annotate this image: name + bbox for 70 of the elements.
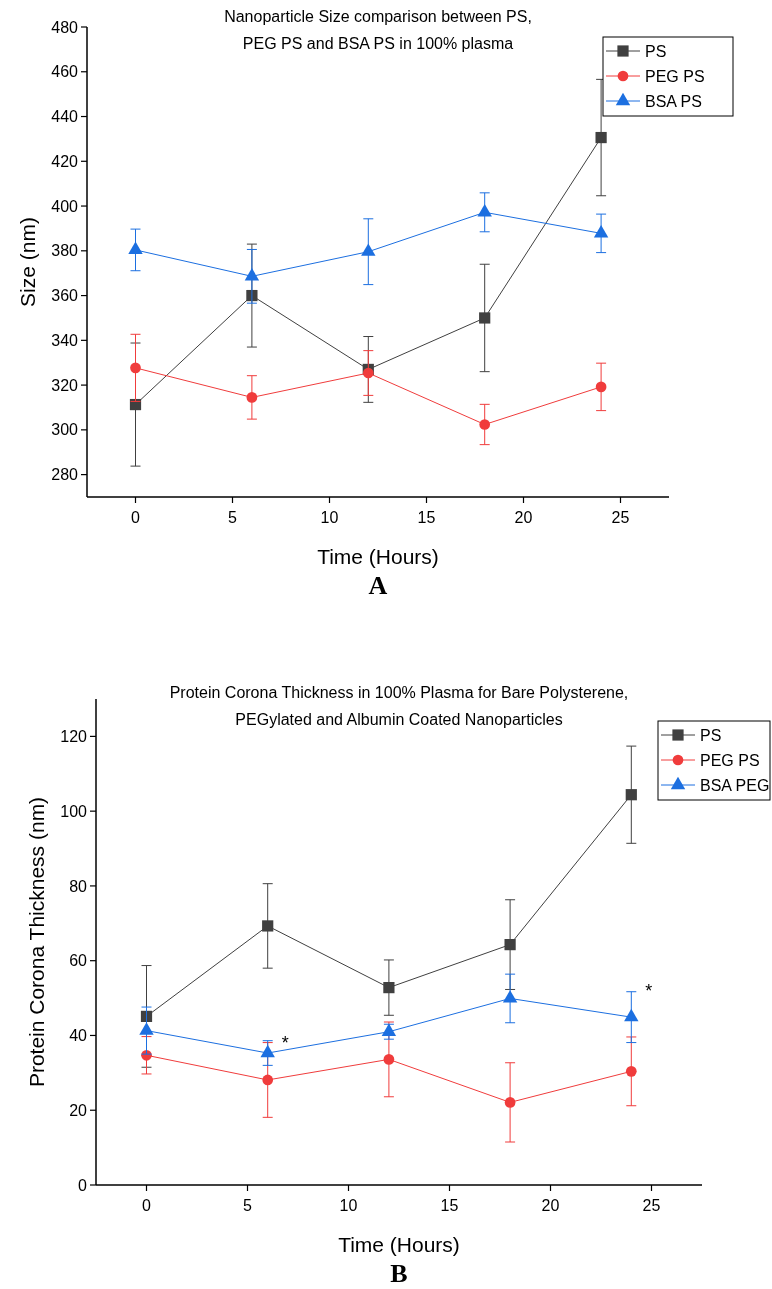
- y-tick-label: 480: [51, 18, 79, 36]
- y-tick-label: 120: [60, 727, 88, 745]
- x-tick-label: 0: [131, 509, 141, 526]
- y-tick-label: 100: [60, 802, 88, 820]
- point: [502, 990, 518, 1003]
- y-tick-label: 400: [51, 197, 79, 215]
- x-tick-label: 10: [320, 509, 339, 526]
- x-tick-label: 15: [440, 1197, 459, 1214]
- x-tick-label: 25: [642, 1197, 661, 1214]
- y-tick-label: 440: [51, 108, 79, 126]
- x-tick-label: 20: [514, 509, 533, 526]
- point: [625, 789, 637, 801]
- y-axis-title: Size (nm): [16, 217, 39, 307]
- point: [244, 268, 260, 281]
- legend-label: PS: [645, 42, 667, 60]
- point: [381, 1023, 397, 1036]
- point: [624, 1008, 639, 1022]
- point: [625, 1066, 637, 1077]
- point: [479, 419, 491, 430]
- annotation: *: [645, 980, 653, 1001]
- x-tick-label: 15: [417, 509, 436, 526]
- annotation: *: [281, 1032, 289, 1053]
- point: [479, 312, 491, 324]
- chart-title: Protein Corona Thickness in 100% Plasma for Bare Polysterene, PEGylated and Albumin Coated Nanoparticles: [169, 684, 629, 728]
- y-tick-label: 360: [51, 287, 79, 305]
- point: [595, 381, 607, 393]
- point: [262, 920, 274, 932]
- legend-label: PEG PS: [645, 67, 705, 85]
- point: [139, 1022, 154, 1035]
- point: [128, 241, 143, 255]
- x-tick-label: 20: [541, 1197, 560, 1214]
- y-tick-label: 0: [78, 1176, 88, 1194]
- point: [362, 367, 374, 379]
- point: [477, 203, 492, 217]
- x-tick-label: 10: [339, 1197, 358, 1214]
- x-axis-title: Time (Hours): [338, 1233, 460, 1256]
- y-tick-label: 420: [51, 152, 79, 170]
- y-tick-label: 280: [51, 466, 79, 484]
- y-tick-label: 60: [69, 952, 88, 970]
- point: [361, 243, 376, 256]
- point: [383, 1054, 395, 1065]
- y-tick-label: 320: [51, 376, 79, 394]
- text: A: [368, 571, 388, 600]
- y-tick-label: 80: [69, 877, 88, 895]
- point: [383, 982, 395, 994]
- point: [260, 1044, 275, 1058]
- y-tick-label: 40: [69, 1027, 88, 1045]
- point: [593, 225, 609, 238]
- y-tick-label: 380: [51, 242, 79, 260]
- x-axis-title: Time (Hours): [317, 545, 439, 568]
- point: [504, 1097, 516, 1108]
- point: [246, 392, 258, 403]
- x-tick-label: 25: [611, 509, 630, 526]
- point: [130, 362, 141, 374]
- legend-label: PS: [700, 726, 722, 744]
- y-axis-title: Protein Corona Thickness (nm): [25, 796, 48, 1088]
- x-tick-label: 5: [228, 509, 238, 526]
- y-tick-label: 20: [69, 1101, 88, 1119]
- x-tick-label: 5: [243, 1197, 253, 1214]
- text: B: [390, 1259, 408, 1288]
- x-tick-label: 0: [142, 1197, 152, 1214]
- legend-label: PEG PS: [700, 751, 760, 769]
- y-tick-label: 340: [51, 331, 79, 349]
- point: [262, 1074, 274, 1086]
- y-tick-label: 460: [51, 63, 79, 81]
- chart-title: Nanoparticle Size comparison between PS, PEG PS and BSA PS in 100% plasma: [224, 8, 532, 52]
- point: [504, 939, 516, 951]
- legend-label: BSA PEG: [700, 776, 770, 794]
- legend-label: BSA PS: [645, 92, 702, 110]
- y-tick-label: 300: [51, 421, 79, 439]
